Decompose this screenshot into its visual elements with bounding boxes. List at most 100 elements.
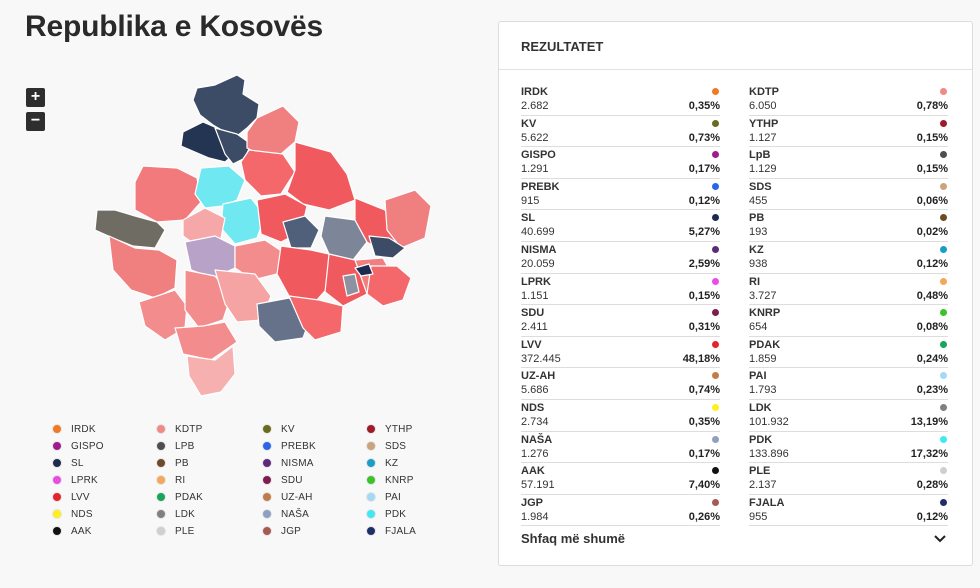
legend-item[interactable]: NAŠA [262, 508, 366, 520]
municipality-region[interactable] [368, 235, 406, 259]
municipality-region[interactable] [174, 321, 238, 361]
vote-count: 57.191 [521, 479, 555, 492]
legend-item[interactable]: PREBK [262, 440, 366, 452]
legend-color-swatch [262, 492, 272, 502]
municipality-region[interactable] [288, 295, 344, 341]
municipality-region[interactable] [286, 141, 356, 211]
legend-label: SDU [281, 474, 303, 486]
legend-item[interactable]: SL [52, 457, 156, 469]
municipality-region[interactable] [282, 215, 320, 249]
legend-item[interactable]: PLE [156, 525, 262, 537]
page-title: Republika e Kosovës [25, 10, 323, 43]
municipality-region[interactable] [342, 273, 360, 297]
legend-color-swatch [52, 492, 62, 502]
municipality-region[interactable] [384, 189, 432, 249]
legend-item[interactable]: PAI [366, 491, 470, 503]
municipality-region[interactable] [134, 165, 202, 223]
legend-item[interactable]: SDS [366, 440, 470, 452]
municipality-region[interactable] [192, 74, 260, 137]
municipality-region[interactable] [276, 245, 334, 303]
result-row: NDS 2.734 0,35% [521, 400, 720, 432]
kosovo-results-map[interactable] [85, 70, 435, 400]
legend-label: PREBK [281, 440, 316, 452]
legend-item[interactable]: PDK [366, 508, 470, 520]
legend-item[interactable]: UZ-AH [262, 491, 366, 503]
vote-percentage: 0,15% [916, 131, 948, 144]
legend-label: AAK [71, 525, 92, 537]
vote-percentage: 48,18% [682, 352, 720, 365]
vote-percentage: 0,15% [916, 163, 948, 176]
zoom-out-button[interactable]: − [26, 112, 45, 131]
legend-color-swatch [52, 424, 62, 434]
vote-count: 1.151 [521, 289, 549, 302]
legend-item[interactable]: PDAK [156, 491, 262, 503]
legend-item[interactable]: LPRK [52, 474, 156, 486]
show-more-button[interactable]: Shfaq më shumë [521, 531, 626, 546]
legend-item[interactable]: LPB [156, 440, 262, 452]
results-grid: IRDK 2.682 0,35% KDTP 6.050 0,78% KV 5.622 0,73%… [521, 84, 948, 527]
party-color-dot [940, 151, 947, 159]
legend-color-swatch [156, 475, 166, 485]
party-color-dot [940, 340, 947, 348]
legend-item[interactable]: LDK [156, 508, 262, 520]
party-name: KV [521, 117, 537, 130]
municipality-region[interactable] [186, 345, 236, 397]
legend-label: PLE [175, 525, 195, 537]
legend-color-swatch [366, 424, 376, 434]
legend-color-swatch [52, 475, 62, 485]
vote-count: 915 [521, 194, 540, 207]
legend-item[interactable]: NDS [52, 508, 156, 520]
zoom-in-button[interactable]: + [26, 88, 45, 107]
legend-label: PDAK [175, 491, 204, 503]
party-name: LpB [749, 149, 771, 162]
party-name: PDAK [749, 338, 781, 351]
vote-percentage: 0,12% [916, 257, 948, 270]
legend-color-swatch [52, 441, 62, 451]
party-name: UZ-AH [521, 370, 556, 383]
results-panel-title: REZULTATET [499, 22, 972, 70]
legend-label: PDK [385, 508, 407, 520]
municipality-region[interactable] [354, 263, 374, 277]
vote-percentage: 17,32% [910, 447, 948, 460]
party-color-dot [712, 277, 719, 285]
legend-item[interactable]: AAK [52, 525, 156, 537]
party-name: IRDK [521, 86, 548, 98]
vote-count: 5.622 [521, 131, 549, 144]
results-panel: REZULTATET IRDK 2.682 0,35% KDTP 6.050 0,78% K… [498, 21, 973, 566]
legend-item[interactable]: RI [156, 474, 262, 486]
vote-percentage: 0,15% [688, 289, 720, 302]
legend-color-swatch [156, 526, 166, 536]
legend-item[interactable]: KDTP [156, 423, 262, 435]
vote-percentage: 0,06% [916, 194, 948, 207]
legend-item[interactable]: FJALA [366, 525, 470, 537]
legend-label: KZ [385, 457, 399, 469]
legend-item[interactable]: KZ [366, 457, 470, 469]
legend-color-swatch [52, 526, 62, 536]
legend-item[interactable]: LVV [52, 491, 156, 503]
legend-item[interactable]: PB [156, 457, 262, 469]
vote-percentage: 0,35% [688, 100, 720, 112]
result-row: PDAK 1.859 0,24% [749, 337, 948, 369]
chevron-down-icon[interactable] [933, 532, 947, 544]
party-color-dot [712, 435, 719, 443]
result-row: KDTP 6.050 0,78% [749, 84, 948, 116]
party-color-dot [940, 277, 947, 285]
municipality-region[interactable] [94, 209, 166, 249]
party-color-dot [940, 372, 947, 380]
party-legend: IRDK KDTP KV YTHP GISPO LPB PREBK SDS SL PB NISMA K… [52, 423, 470, 537]
result-row: LDK 101.932 13,19% [749, 400, 948, 432]
legend-item[interactable]: KNRP [366, 474, 470, 486]
legend-item[interactable]: YTHP [366, 423, 470, 435]
municipality-region[interactable] [108, 235, 178, 299]
legend-item[interactable]: IRDK [52, 423, 156, 435]
vote-percentage: 0,17% [688, 447, 720, 460]
municipality-region[interactable] [366, 265, 412, 307]
legend-label: KNRP [385, 474, 414, 486]
legend-item[interactable]: NISMA [262, 457, 366, 469]
legend-item[interactable]: JGP [262, 525, 366, 537]
legend-item[interactable]: SDU [262, 474, 366, 486]
legend-item[interactable]: GISPO [52, 440, 156, 452]
legend-color-swatch [156, 424, 166, 434]
municipality-region[interactable] [240, 149, 296, 197]
legend-item[interactable]: KV [262, 423, 366, 435]
